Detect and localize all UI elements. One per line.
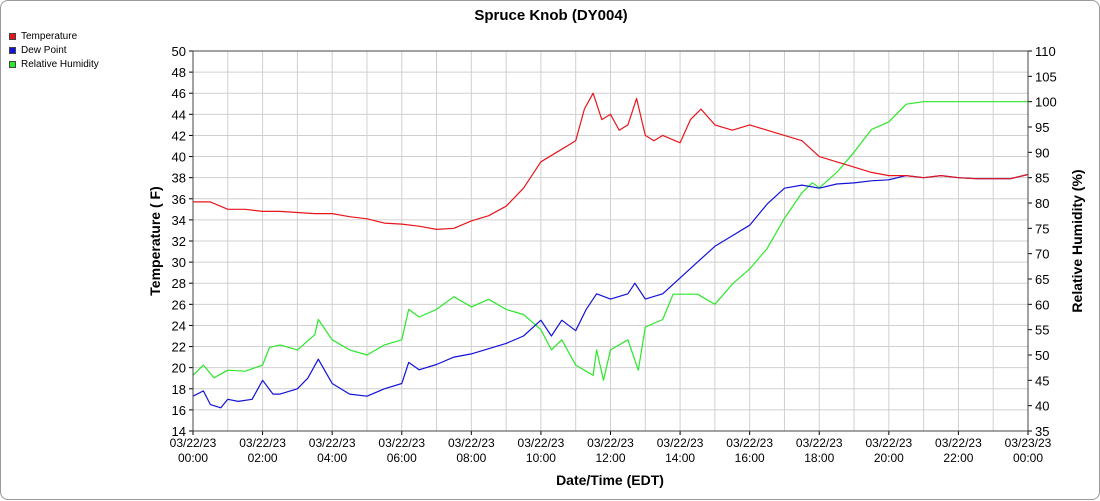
y-left-tick-label: 34 bbox=[172, 213, 186, 228]
x-tick-label-date: 03/22/23 bbox=[587, 436, 634, 450]
relative-humidity-line bbox=[192, 101, 1028, 381]
x-tick-label-date: 03/22/23 bbox=[309, 436, 356, 450]
x-tick-label-time: 00:00 bbox=[178, 451, 208, 465]
x-tick-label-date: 03/22/23 bbox=[935, 436, 982, 450]
temperature-line bbox=[193, 92, 1029, 230]
legend-item-temperature: Temperature bbox=[9, 29, 99, 43]
x-tick-label-date: 03/22/23 bbox=[726, 436, 773, 450]
y-right-tick-label: 80 bbox=[1035, 196, 1049, 211]
y-right-tick-label: 75 bbox=[1035, 221, 1049, 236]
y-left-tick-label: 22 bbox=[172, 340, 186, 355]
y-right-tick-label: 105 bbox=[1035, 69, 1057, 84]
series-layer bbox=[192, 92, 1029, 409]
x-tick-label-time: 00:00 bbox=[1013, 451, 1043, 465]
y-right-tick-label: 60 bbox=[1035, 297, 1049, 312]
y-right-tick-label: 55 bbox=[1035, 323, 1049, 338]
y-left-tick-label: 42 bbox=[172, 128, 186, 143]
x-tick-label-time: 20:00 bbox=[874, 451, 904, 465]
x-tick-label-time: 12:00 bbox=[595, 451, 625, 465]
y-left-tick-label: 28 bbox=[172, 276, 186, 291]
x-tick-label-time: 14:00 bbox=[665, 451, 695, 465]
y-right-tick-label: 85 bbox=[1035, 171, 1049, 186]
chart-title: Spruce Knob (DY004) bbox=[474, 7, 627, 24]
y-left-tick-label: 30 bbox=[172, 255, 186, 270]
y-left-tick-label: 18 bbox=[172, 382, 186, 397]
y-right-tick-label: 40 bbox=[1035, 399, 1049, 414]
x-tick-label-time: 16:00 bbox=[735, 451, 765, 465]
relative-humidity-swatch bbox=[9, 60, 16, 68]
legend-item-dew-point: Dew Point bbox=[9, 43, 99, 57]
legend-label-temperature: Temperature bbox=[21, 30, 78, 42]
y-left-tick-label: 36 bbox=[172, 192, 186, 207]
legend-label-relative-humidity: Relative Humidity bbox=[21, 58, 99, 70]
x-tick-label-date: 03/22/23 bbox=[378, 436, 425, 450]
y-left-tick-label: 44 bbox=[172, 107, 186, 122]
y-left-tick-label: 20 bbox=[172, 361, 186, 376]
y-right-tick-label: 70 bbox=[1035, 247, 1049, 262]
x-tick-label-time: 10:00 bbox=[526, 451, 556, 465]
x-tick-label-time: 22:00 bbox=[943, 451, 973, 465]
y-right-tick-label: 35 bbox=[1035, 424, 1049, 439]
y-axis-right-title: Relative Humidity (%) bbox=[1069, 169, 1085, 312]
x-tick-label-time: 06:00 bbox=[387, 451, 417, 465]
legend-label-dew-point: Dew Point bbox=[21, 44, 67, 56]
x-tick-label-time: 18:00 bbox=[804, 451, 834, 465]
legend: Temperature Dew Point Relative Humidity bbox=[9, 29, 99, 71]
x-tick-label-date: 03/23/23 bbox=[1005, 436, 1052, 450]
grid bbox=[192, 50, 1029, 432]
y-left-tick-label: 14 bbox=[172, 424, 186, 439]
y-right-tick-label: 110 bbox=[1035, 44, 1056, 59]
legend-item-relative-humidity: Relative Humidity bbox=[9, 57, 99, 71]
x-tick-label-date: 03/22/23 bbox=[239, 436, 286, 450]
y-left-tick-label: 16 bbox=[172, 403, 186, 418]
x-tick-label-date: 03/22/23 bbox=[170, 436, 217, 450]
x-tick-label-date: 03/22/23 bbox=[518, 436, 565, 450]
dew-point-swatch bbox=[9, 46, 16, 54]
x-tick-label-time: 02:00 bbox=[248, 451, 278, 465]
dew-point-line bbox=[192, 173, 1029, 409]
x-tick-label-date: 03/22/23 bbox=[448, 436, 495, 450]
y-left-tick-label: 38 bbox=[172, 171, 186, 186]
x-axis-title: Date/Time (EDT) bbox=[556, 472, 664, 488]
x-tick-label-date: 03/22/23 bbox=[796, 436, 843, 450]
y-right-tick-label: 50 bbox=[1035, 348, 1049, 363]
y-right-tick-label: 65 bbox=[1035, 272, 1049, 287]
y-axis-left-title: Temperature ( F) bbox=[147, 186, 163, 295]
y-left-tick-label: 26 bbox=[172, 297, 186, 312]
y-left-tick-label: 24 bbox=[172, 318, 186, 333]
y-right-tick-label: 100 bbox=[1035, 95, 1057, 110]
plot-border bbox=[192, 50, 1029, 432]
y-left-tick-label: 40 bbox=[172, 150, 186, 165]
y-left-tick-label: 50 bbox=[172, 44, 186, 59]
axes: 14 16 18 20 22 24 26 28 30 32 34 36 38 40 42 44 46 48 50 35… bbox=[170, 44, 1057, 465]
y-left-tick-label: 32 bbox=[172, 234, 186, 249]
y-left-tick-label: 46 bbox=[172, 86, 186, 101]
x-tick-label-time: 08:00 bbox=[456, 451, 486, 465]
x-tick-label-date: 03/22/23 bbox=[865, 436, 912, 450]
y-right-tick-label: 45 bbox=[1035, 373, 1049, 388]
x-tick-label-time: 04:00 bbox=[317, 451, 347, 465]
temperature-swatch bbox=[9, 32, 16, 40]
y-left-tick-label: 48 bbox=[172, 65, 186, 80]
x-tick-label-date: 03/22/23 bbox=[657, 436, 704, 450]
y-right-tick-label: 95 bbox=[1035, 120, 1049, 135]
y-right-tick-label: 90 bbox=[1035, 145, 1049, 160]
